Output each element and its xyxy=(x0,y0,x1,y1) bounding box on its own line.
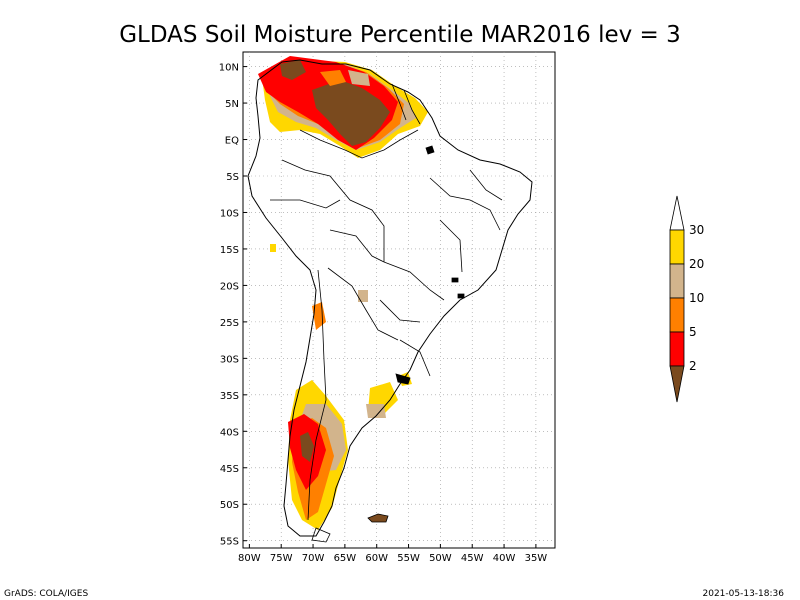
lon-tick-label: 80W xyxy=(238,553,261,564)
map-title: GLDAS Soil Moisture Percentile MAR2016 l… xyxy=(119,22,681,48)
colorbar-label: 5 xyxy=(689,325,697,339)
country-borders xyxy=(270,83,503,521)
footer-left: GrADS: COLA/IGES xyxy=(4,589,88,599)
colorbar-label: 10 xyxy=(689,291,704,305)
colorbar-swatch xyxy=(669,331,685,367)
colorbar-swatch xyxy=(669,263,685,299)
colorbar-label: 2 xyxy=(689,359,697,373)
lat-tick-label: 15S xyxy=(220,245,239,256)
lon-tick-label: 65W xyxy=(334,553,357,564)
islands xyxy=(311,145,465,543)
lon-tick-label: 50W xyxy=(429,553,452,564)
lon-tick-label: 40W xyxy=(493,553,516,564)
lon-axis: 80W 75W 70W 65W 60W 55W 50W 45W 40W 35W xyxy=(238,544,547,564)
lat-tick-label: 5N xyxy=(225,99,239,110)
shade-south-tan-2 xyxy=(366,404,386,418)
colorbar-label: 30 xyxy=(689,223,704,237)
gridlines xyxy=(243,52,555,548)
colorbar-label: 20 xyxy=(689,257,704,271)
lon-tick-label: 75W xyxy=(270,553,293,564)
map-panel: 10N5NEQ5S10S15S20S25S30S35S40S45S50S55S … xyxy=(219,51,556,564)
lat-tick-label: 25S xyxy=(220,318,239,329)
colorbar-swatch xyxy=(669,229,685,265)
lon-tick-label: 60W xyxy=(365,553,388,564)
colorbar-top-arrow xyxy=(669,195,685,231)
lat-tick-label: 30S xyxy=(220,354,239,365)
lat-tick-label: 45S xyxy=(220,464,239,475)
lat-tick-label: 50S xyxy=(220,500,239,511)
lat-axis: 10N 5N EQ 5S 10S 15S 20S 25S 30S 35S 40S 45S 50S 55S xyxy=(219,63,247,548)
lon-tick-label: 35W xyxy=(525,553,548,564)
shade-north-tan-2 xyxy=(348,70,370,86)
percentile-shading xyxy=(258,56,428,530)
shade-small-yellow-1 xyxy=(270,244,276,252)
lat-tick-label: 10S xyxy=(220,208,239,219)
lat-tick-label: 40S xyxy=(220,427,239,438)
shade-north-brown xyxy=(312,80,390,146)
colorbar-swatch xyxy=(669,297,685,333)
lon-tick-label: 70W xyxy=(302,553,325,564)
colorbar-bottom-arrow xyxy=(669,365,685,403)
lat-tick-label: 20S xyxy=(220,281,239,292)
lat-tick-label: 10N xyxy=(219,63,239,74)
lat-tick-label: 35S xyxy=(220,391,239,402)
lat-tick-label: EQ xyxy=(225,136,239,147)
shade-central-tan xyxy=(358,290,368,302)
shade-north-orange-2 xyxy=(320,70,346,86)
lat-tick-label: 5S xyxy=(226,172,239,183)
footer-right: 2021-05-13-18:36 xyxy=(703,589,785,599)
south-america-coastline xyxy=(247,59,533,537)
shade-south-brown xyxy=(300,432,314,462)
lat-tick-label: 55S xyxy=(220,537,239,548)
shade-north-brown-2 xyxy=(280,60,306,80)
colorbar: 2 5 10 20 30 xyxy=(669,195,704,403)
lon-tick-label: 45W xyxy=(461,553,484,564)
lon-tick-label: 55W xyxy=(397,553,420,564)
